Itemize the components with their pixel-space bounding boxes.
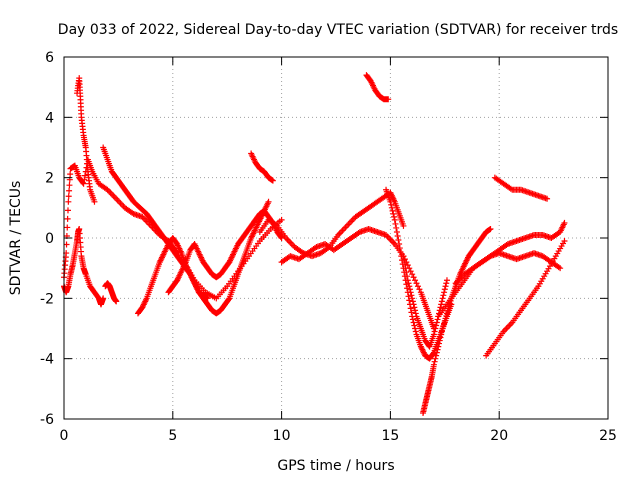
data-point-markers	[483, 238, 568, 359]
series-track-17	[483, 238, 568, 359]
data-point-markers	[74, 75, 98, 205]
x-axis-label: GPS time / hours	[277, 458, 394, 474]
y-tick-label: 4	[45, 110, 54, 126]
series-track-8	[248, 150, 276, 184]
series-track-16	[491, 174, 551, 202]
data-point-markers	[400, 253, 450, 350]
series-track-10	[278, 225, 437, 332]
y-tick-label: -2	[40, 291, 54, 307]
data-point-markers	[102, 280, 120, 305]
x-tick-label: 25	[599, 428, 617, 444]
series-track-11	[363, 72, 392, 103]
data-point-markers	[165, 207, 285, 296]
x-tick-label: 20	[490, 428, 508, 444]
data-point-markers	[248, 150, 276, 184]
x-tick-label: 15	[381, 428, 399, 444]
data-point-markers	[491, 174, 551, 202]
data-layer	[61, 72, 568, 416]
series-track-13	[420, 225, 494, 416]
data-point-markers	[452, 219, 568, 287]
y-tick-label: 6	[45, 50, 54, 66]
y-tick-label: -4	[40, 352, 54, 368]
chart-title: Day 033 of 2022, Sidereal Day-to-day VTE…	[58, 22, 618, 38]
y-axis-label: SDTVAR / TECUs	[8, 181, 24, 296]
x-tick-label: 0	[60, 428, 69, 444]
y-tick-label: 2	[45, 171, 54, 187]
data-point-markers	[134, 235, 211, 317]
series-track-4	[102, 280, 120, 305]
tick-labels: 0 5 10 15 20 25 -6 -4 -2 0 2 4 6	[40, 50, 617, 444]
data-point-markers	[278, 225, 437, 332]
axis-ticks	[63, 56, 609, 420]
series-track-15	[452, 219, 568, 287]
series-track-18	[400, 253, 450, 350]
data-point-markers	[420, 225, 494, 416]
series-track-7	[165, 207, 285, 296]
series-track-2	[74, 75, 98, 205]
series-track-6	[134, 235, 211, 317]
y-tick-label: -6	[40, 412, 54, 428]
data-point-markers	[363, 72, 392, 103]
x-tick-label: 10	[273, 428, 291, 444]
data-point-markers	[383, 186, 455, 362]
x-tick-label: 5	[168, 428, 177, 444]
y-tick-label: 0	[45, 231, 54, 247]
series-track-12	[383, 186, 455, 362]
